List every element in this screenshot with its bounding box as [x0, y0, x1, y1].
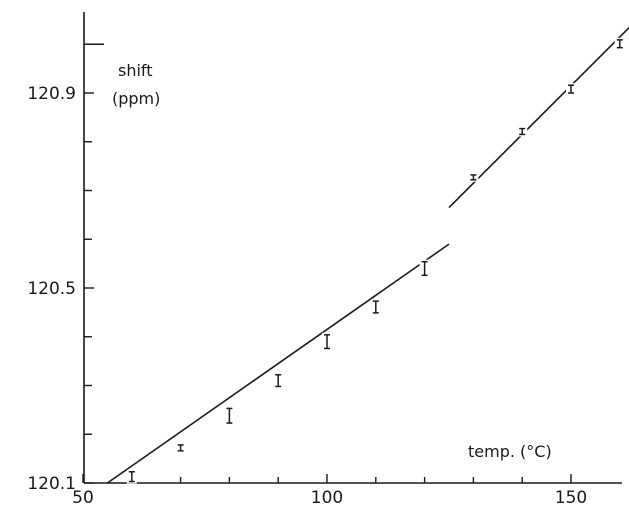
- fit-lines: [106, 26, 629, 484]
- tick-marks: [82, 43, 572, 484]
- data-points: [126, 37, 625, 484]
- y-tick-label: 120.9: [27, 84, 76, 104]
- x-axis-label: temp. (°C): [468, 442, 552, 461]
- x-tick-label: 50: [72, 488, 94, 506]
- fit-line-segment: [448, 26, 629, 209]
- data-point: [126, 469, 137, 484]
- data-point: [566, 83, 576, 95]
- data-point: [224, 406, 235, 426]
- data-point: [273, 372, 284, 389]
- y-axis-label-line1: shift: [118, 61, 153, 80]
- y-tick-label: 120.1: [27, 474, 76, 494]
- x-tick-label: 150: [555, 488, 587, 506]
- fit-line-segment: [106, 243, 450, 484]
- tick-labels: 120.1 120.5 120.9 50 100 150: [27, 84, 587, 506]
- data-point: [468, 172, 479, 182]
- y-tick-label: 120.5: [27, 279, 76, 299]
- data-point: [175, 442, 186, 453]
- data-point: [614, 37, 625, 50]
- data-point: [419, 259, 430, 278]
- data-point: [322, 332, 332, 351]
- data-point: [370, 299, 381, 315]
- data-point: [517, 126, 528, 137]
- y-axis-label-line2: (ppm): [112, 89, 160, 108]
- x-tick-label: 100: [311, 488, 343, 506]
